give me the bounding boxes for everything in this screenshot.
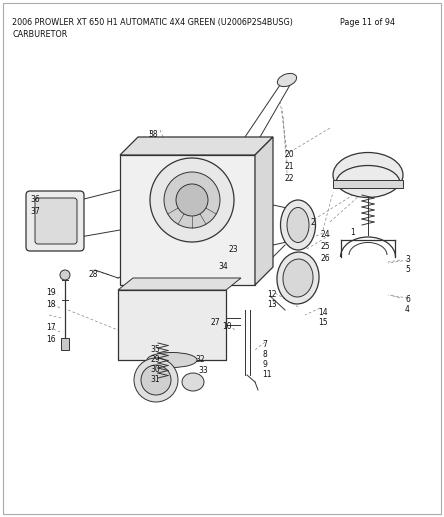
Text: 12: 12 <box>267 290 277 299</box>
Text: 16: 16 <box>46 335 56 344</box>
Ellipse shape <box>147 353 197 368</box>
Text: 19: 19 <box>46 288 56 297</box>
Text: 9: 9 <box>262 360 267 369</box>
Text: 10: 10 <box>222 322 232 331</box>
Text: 18: 18 <box>46 300 56 309</box>
Text: 22: 22 <box>284 174 293 183</box>
Circle shape <box>150 158 234 242</box>
Text: 8: 8 <box>262 350 267 359</box>
Text: 34: 34 <box>218 262 228 271</box>
Text: 6: 6 <box>405 295 410 304</box>
Text: 27: 27 <box>210 318 220 327</box>
Text: 20: 20 <box>284 150 293 159</box>
Polygon shape <box>118 278 241 290</box>
Text: 25: 25 <box>320 242 329 251</box>
Text: 13: 13 <box>267 300 277 309</box>
Text: 23: 23 <box>228 245 238 254</box>
Text: 33: 33 <box>198 366 208 375</box>
Text: 36: 36 <box>30 195 40 204</box>
Ellipse shape <box>333 153 403 197</box>
FancyBboxPatch shape <box>35 198 77 244</box>
Text: 4: 4 <box>405 305 410 314</box>
Ellipse shape <box>277 252 319 304</box>
Text: 35: 35 <box>150 345 160 354</box>
Text: 29: 29 <box>150 355 160 364</box>
Text: CARBURETOR: CARBURETOR <box>12 30 67 39</box>
Text: 26: 26 <box>320 254 329 263</box>
Circle shape <box>134 358 178 402</box>
FancyBboxPatch shape <box>26 191 84 251</box>
Text: 21: 21 <box>284 162 293 171</box>
Text: 28: 28 <box>88 270 98 279</box>
Circle shape <box>164 172 220 228</box>
Circle shape <box>176 184 208 216</box>
Ellipse shape <box>283 259 313 297</box>
Text: 24: 24 <box>320 230 329 239</box>
Text: 17: 17 <box>46 323 56 332</box>
Polygon shape <box>255 137 273 285</box>
Text: 2: 2 <box>310 218 315 227</box>
Circle shape <box>141 365 171 395</box>
Text: 31: 31 <box>150 375 160 384</box>
Bar <box>61 338 69 350</box>
Ellipse shape <box>278 73 297 86</box>
Text: 11: 11 <box>262 370 271 379</box>
Polygon shape <box>120 137 273 155</box>
Text: 5: 5 <box>405 265 410 274</box>
Bar <box>120 155 255 285</box>
Text: 37: 37 <box>30 207 40 216</box>
Text: 1: 1 <box>350 228 355 237</box>
Text: 30: 30 <box>150 365 160 374</box>
Text: 7: 7 <box>262 340 267 349</box>
Text: 14: 14 <box>318 308 328 317</box>
Text: 38: 38 <box>148 130 158 139</box>
Text: 2006 PROWLER XT 650 H1 AUTOMATIC 4X4 GREEN (U2006P2S4BUSG): 2006 PROWLER XT 650 H1 AUTOMATIC 4X4 GRE… <box>12 18 293 27</box>
Text: 15: 15 <box>318 318 328 327</box>
Circle shape <box>60 270 70 280</box>
Ellipse shape <box>287 207 309 242</box>
Bar <box>333 180 403 188</box>
Ellipse shape <box>182 373 204 391</box>
Ellipse shape <box>281 200 316 250</box>
Text: 3: 3 <box>405 255 410 264</box>
Text: 32: 32 <box>195 355 205 364</box>
Text: Page 11 of 94: Page 11 of 94 <box>340 18 395 27</box>
Bar <box>118 290 226 360</box>
